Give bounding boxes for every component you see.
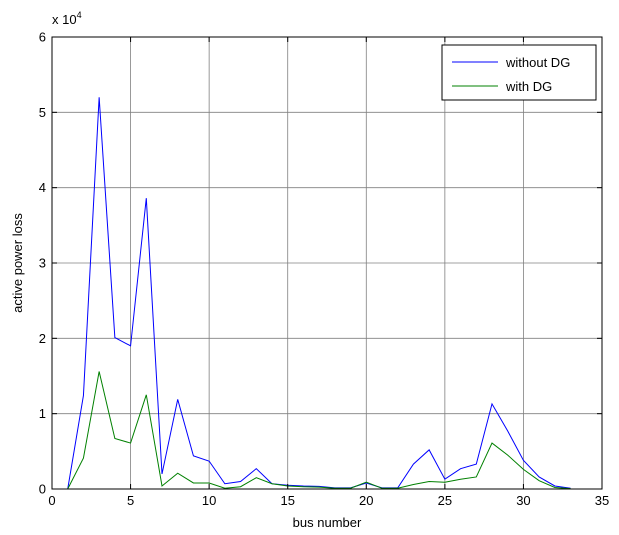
series-lines (67, 97, 571, 490)
x-tick-label: 35 (595, 493, 609, 508)
legend-label-without-dg: without DG (505, 55, 570, 70)
x-tick-label: 15 (280, 493, 294, 508)
y-tick-label: 4 (39, 180, 46, 195)
plot-area (51, 36, 603, 490)
legend-box (441, 44, 597, 101)
grid-lines (52, 37, 602, 489)
x-axis-label: bus number (293, 515, 362, 530)
legend-label-with-dg: with DG (505, 79, 552, 94)
series-line-with-dg (67, 371, 571, 490)
y-multiplier-base: x 10 (52, 12, 77, 27)
y-tick-label: 1 (39, 406, 46, 421)
series-line-without-dg (67, 97, 571, 490)
y-multiplier-exponent: 4 (77, 10, 82, 20)
y-axis-multiplier: x 104 (52, 10, 82, 27)
x-tick-label: 30 (516, 493, 530, 508)
legend: without DG with DG (441, 44, 597, 101)
x-tick-label: 0 (48, 493, 55, 508)
y-tick-label: 6 (39, 30, 46, 45)
x-tick-label: 25 (438, 493, 452, 508)
y-tick-label: 3 (39, 256, 46, 271)
y-tick-label: 2 (39, 331, 46, 346)
x-tick-label: 20 (359, 493, 373, 508)
y-tick-label: 5 (39, 105, 46, 120)
x-tick-label: 10 (202, 493, 216, 508)
x-tick-labels: 0 5 10 15 20 25 30 35 (48, 493, 609, 508)
ticks (51, 36, 603, 490)
y-tick-label: 0 (39, 482, 46, 497)
y-axis-label: active power loss (10, 213, 25, 313)
x-tick-label: 5 (127, 493, 134, 508)
y-tick-labels: 0 1 2 3 4 5 6 (39, 30, 46, 497)
